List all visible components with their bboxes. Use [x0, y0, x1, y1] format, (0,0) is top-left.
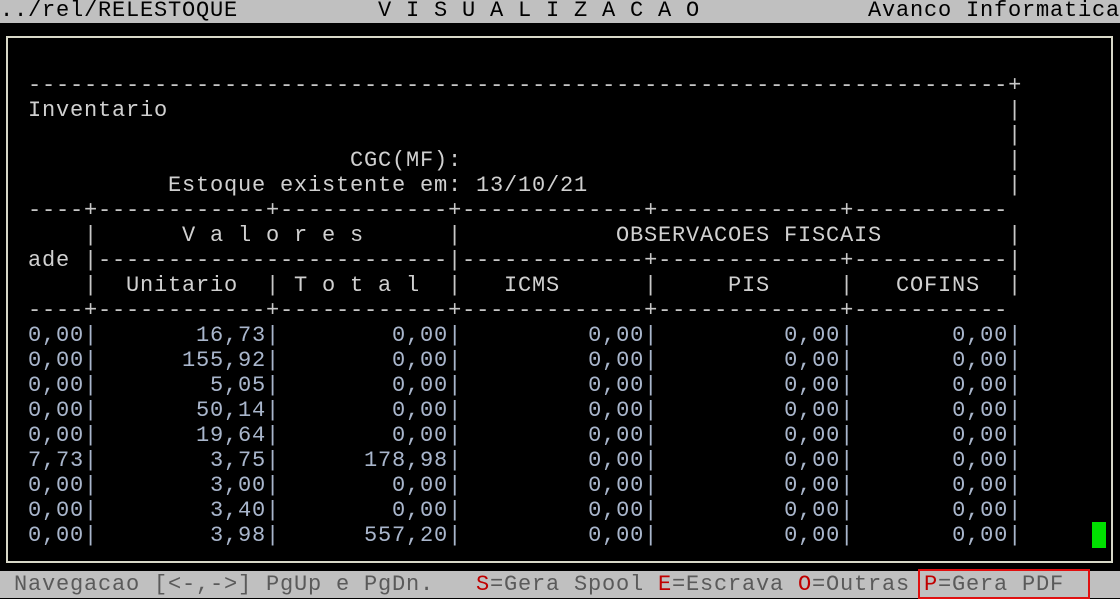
right-border: |	[1008, 173, 1023, 198]
table-row: 0,00| 3,00| 0,00| 0,00| 0,00| 0,00|	[28, 473, 1023, 498]
values-group-header: V a l o r e s	[182, 223, 365, 248]
column-header-unitario: Unitario	[126, 273, 239, 298]
gera-pdf-option[interactable]: P=Gera PDF	[924, 572, 1064, 597]
navigation-hint: Navegacao [<-,->] PgUp e PgDn.	[14, 572, 435, 597]
outras-option[interactable]: O=Outras	[798, 572, 910, 597]
hotkey-s: S	[476, 572, 491, 597]
column-separator: |	[840, 273, 855, 298]
header-rule: ----+------------+------------+---------…	[28, 198, 1009, 223]
hotkey-o: O	[798, 572, 813, 597]
hotkey-p: P	[924, 572, 939, 597]
right-border: |	[1008, 123, 1023, 148]
gera-spool-label: =Gera Spool	[490, 572, 645, 597]
escrava-option[interactable]: E=Escrava	[658, 572, 784, 597]
outras-label: =Outras	[812, 572, 911, 597]
column-header-pis: PIS	[728, 273, 771, 298]
cgc-label: CGC(MF):	[350, 148, 463, 173]
gera-spool-option[interactable]: S=Gera Spool	[476, 572, 644, 597]
stock-date-label: Estoque existente em:	[168, 173, 463, 198]
table-row: 0,00| 3,40| 0,00| 0,00| 0,00| 0,00|	[28, 498, 1023, 523]
table-row: 0,00| 50,14| 0,00| 0,00| 0,00| 0,00|	[28, 398, 1023, 423]
title-bar	[0, 0, 1120, 23]
gera-pdf-highlight	[918, 569, 1090, 599]
gera-pdf-label: =Gera PDF	[938, 572, 1065, 597]
table-row: 0,00| 16,73| 0,00| 0,00| 0,00| 0,00|	[28, 323, 1023, 348]
column-header-cofins: COFINS	[896, 273, 981, 298]
quantity-column-header: ade	[28, 248, 71, 273]
status-bar	[0, 571, 1120, 598]
table-row: 7,73| 3,75| 178,98| 0,00| 0,00| 0,00|	[28, 448, 1023, 473]
escrava-label: =Escrava	[672, 572, 785, 597]
table-row: 0,00| 3,98| 557,20| 0,00| 0,00| 0,00|	[28, 523, 1023, 548]
report-title: Inventario	[28, 98, 169, 123]
subheader-rule: |-------------------------|-------------…	[84, 248, 1023, 273]
column-separator: |	[448, 273, 463, 298]
fiscal-group-header: OBSERVACOES FISCAIS	[616, 223, 883, 248]
column-separator: |	[1008, 273, 1023, 298]
top-rule: ----------------------------------------…	[28, 73, 1023, 98]
table-row: 0,00| 5,05| 0,00| 0,00| 0,00| 0,00|	[28, 373, 1023, 398]
column-header-total: T o t a l	[294, 273, 421, 298]
table-row: 0,00| 155,92| 0,00| 0,00| 0,00| 0,00|	[28, 348, 1023, 373]
stock-date: 13/10/21	[476, 173, 589, 198]
column-separator: |	[448, 223, 463, 248]
right-border: |	[1008, 98, 1023, 123]
company-name: Avanco Informatica	[868, 0, 1120, 23]
mode-title: V I S U A L I Z A C A O	[378, 0, 701, 23]
column-separator: |	[84, 273, 99, 298]
header-rule: ----+------------+------------+---------…	[28, 298, 1009, 323]
hotkey-e: E	[658, 572, 673, 597]
column-separator: |	[644, 273, 659, 298]
column-separator: |	[266, 273, 281, 298]
terminal-cursor	[1092, 522, 1106, 548]
program-path: ../rel/RELESTOQUE	[0, 0, 239, 23]
column-header-icms: ICMS	[504, 273, 561, 298]
report-viewport[interactable]	[6, 36, 1113, 563]
table-row: 0,00| 19,64| 0,00| 0,00| 0,00| 0,00|	[28, 423, 1023, 448]
right-border: |	[1008, 148, 1023, 173]
column-separator: |	[1008, 223, 1023, 248]
column-separator: |	[84, 223, 99, 248]
